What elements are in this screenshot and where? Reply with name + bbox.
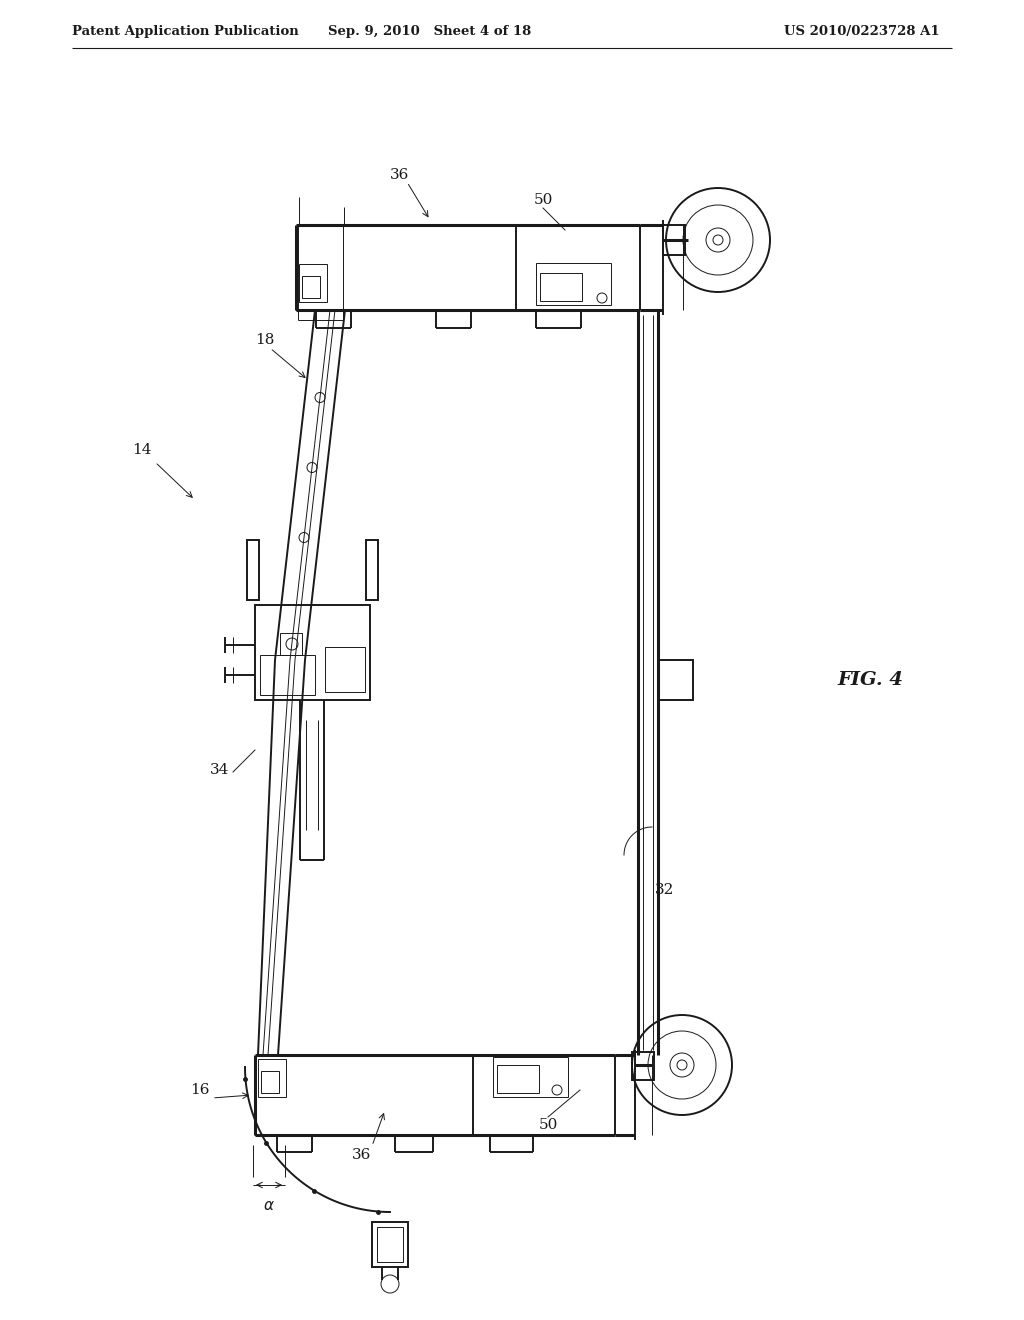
Bar	[325, 647, 365, 692]
Bar	[377, 1228, 403, 1262]
Bar	[497, 1065, 539, 1093]
Text: 50: 50	[539, 1118, 558, 1133]
Text: 36: 36	[390, 168, 410, 182]
Bar	[302, 276, 319, 298]
Text: Patent Application Publication: Patent Application Publication	[72, 25, 299, 38]
Bar	[366, 540, 378, 601]
Text: $\alpha$: $\alpha$	[263, 1199, 274, 1213]
Bar	[658, 660, 693, 700]
Bar	[540, 273, 582, 301]
Text: Sep. 9, 2010   Sheet 4 of 18: Sep. 9, 2010 Sheet 4 of 18	[329, 25, 531, 38]
Bar	[632, 1052, 654, 1080]
Text: 34: 34	[210, 763, 229, 777]
Text: 16: 16	[190, 1082, 210, 1097]
Text: 14: 14	[132, 444, 152, 457]
Bar	[663, 224, 685, 255]
Bar	[299, 264, 327, 302]
Text: 18: 18	[255, 333, 274, 347]
Bar	[260, 655, 315, 696]
Bar	[258, 1059, 286, 1097]
Bar	[255, 605, 370, 700]
Bar	[261, 1071, 279, 1093]
Text: 36: 36	[352, 1148, 372, 1162]
Bar	[493, 1057, 568, 1097]
Text: FIG. 4: FIG. 4	[837, 671, 903, 689]
Bar	[372, 1222, 408, 1267]
Bar	[536, 263, 611, 305]
Text: 50: 50	[534, 193, 553, 207]
Bar	[247, 540, 259, 601]
Bar	[280, 634, 302, 655]
Text: 32: 32	[655, 883, 675, 898]
Text: US 2010/0223728 A1: US 2010/0223728 A1	[784, 25, 940, 38]
